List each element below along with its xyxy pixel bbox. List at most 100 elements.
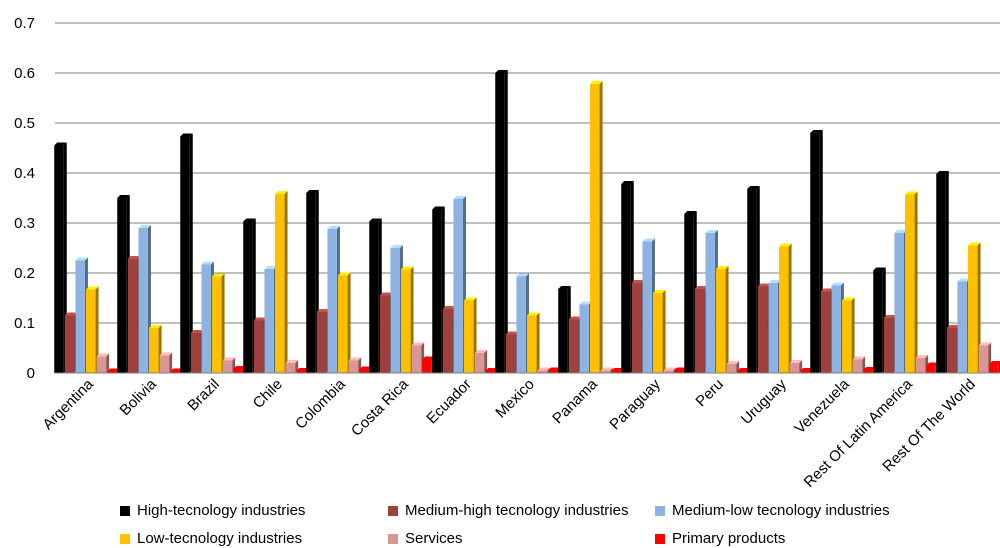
bar-front	[96, 356, 107, 373]
bar-front	[495, 73, 505, 373]
bar-front	[201, 264, 211, 373]
bar-front	[611, 371, 621, 373]
bar-front	[54, 145, 64, 373]
x-tick-label: Argentina	[39, 375, 97, 433]
bar	[789, 360, 803, 373]
bar	[275, 191, 288, 373]
bar-top	[348, 357, 362, 361]
bar-front	[537, 370, 548, 373]
legend-swatch	[388, 533, 398, 544]
bar-top	[863, 367, 876, 370]
bar-front	[621, 184, 631, 373]
bar-side	[788, 243, 792, 373]
bar	[716, 266, 729, 373]
bar-top	[253, 317, 267, 321]
bar-front	[757, 286, 768, 373]
x-tick-label: Colombia	[292, 375, 349, 432]
bar-front	[789, 363, 800, 373]
bar-side	[295, 360, 299, 373]
bar	[600, 367, 614, 373]
bar-front	[338, 275, 348, 373]
legend-item-medium-low-tech: Medium-low tecnology industries	[655, 502, 890, 519]
bar-top	[705, 230, 718, 233]
bar-side	[799, 360, 803, 373]
bar-top	[621, 181, 634, 184]
bar-front	[64, 315, 75, 373]
bar-front	[379, 295, 390, 373]
bar-front	[863, 370, 873, 373]
bar-top	[779, 243, 792, 247]
bar-top	[359, 366, 372, 370]
bar	[495, 70, 508, 373]
bar-front	[852, 359, 863, 373]
bar-top	[663, 367, 677, 371]
bar	[159, 352, 173, 373]
bar-front	[915, 358, 926, 373]
bar	[779, 243, 792, 373]
bar-top	[222, 357, 236, 361]
x-tick-label: Chile	[250, 376, 286, 412]
bar-front	[642, 241, 652, 373]
bar-top	[327, 226, 340, 229]
bar-front	[737, 371, 747, 373]
bar	[338, 272, 351, 373]
legend-item-high-tech: High-tecnology industries	[120, 502, 305, 519]
bar-top	[306, 190, 319, 193]
bar-front	[474, 353, 485, 373]
bar-top	[579, 301, 592, 305]
bar-top	[548, 367, 561, 371]
bar-front	[883, 318, 894, 373]
bar-front	[600, 370, 611, 373]
bar-top	[852, 356, 866, 360]
bar-front	[800, 371, 810, 373]
bar-top	[379, 292, 393, 296]
legend-label: Primary products	[672, 530, 786, 547]
bar-top	[789, 360, 803, 363]
bar-front	[946, 328, 957, 373]
bar-front	[768, 283, 778, 373]
x-tick-label: Venezuela	[791, 375, 853, 437]
bar-side	[484, 350, 488, 373]
bar-top	[190, 330, 204, 333]
bar-front	[264, 269, 274, 373]
bar-top	[75, 257, 88, 261]
legend-swatch	[655, 505, 665, 516]
bar-top	[390, 245, 403, 248]
x-tick-label: Costa Rica	[348, 375, 412, 439]
bar-top	[138, 225, 151, 228]
bar-side	[536, 312, 540, 373]
bar-front	[705, 233, 715, 373]
bar-side	[599, 81, 603, 373]
bar-top	[495, 70, 508, 73]
bar-top	[894, 230, 907, 233]
bar-top	[726, 361, 740, 364]
bar-front	[390, 248, 400, 373]
bar-front	[212, 276, 222, 373]
legend-item-low-tech: Low-tecnology industries	[120, 530, 302, 547]
bar-front	[222, 360, 233, 373]
bar-front	[127, 259, 138, 373]
bar-front	[159, 355, 170, 373]
bar-top	[820, 288, 834, 292]
bar-front	[107, 371, 117, 373]
bar-front	[505, 334, 516, 373]
y-tick-label: 0.6	[14, 65, 35, 82]
bar-front	[485, 371, 495, 373]
bar-top	[180, 133, 193, 137]
legend-swatch	[120, 505, 130, 516]
bar-front	[684, 214, 694, 373]
bar-top	[831, 282, 844, 286]
bar-front	[464, 300, 474, 373]
bar-front	[86, 289, 96, 373]
y-axis-ticks: 0 0.1 0.2 0.3 0.4 0.5 0.6 0.7	[14, 15, 35, 382]
bar-front	[285, 363, 296, 373]
bar-side	[189, 133, 193, 373]
legend-swatch	[655, 533, 665, 544]
bar-top	[558, 286, 571, 289]
legend-label: Medium-high tecnology industries	[405, 502, 629, 519]
bar-front	[75, 260, 85, 373]
bar-side	[284, 191, 288, 373]
bar-top	[905, 191, 918, 195]
bar-front	[726, 364, 737, 373]
x-tick-label: Panama	[549, 375, 601, 427]
